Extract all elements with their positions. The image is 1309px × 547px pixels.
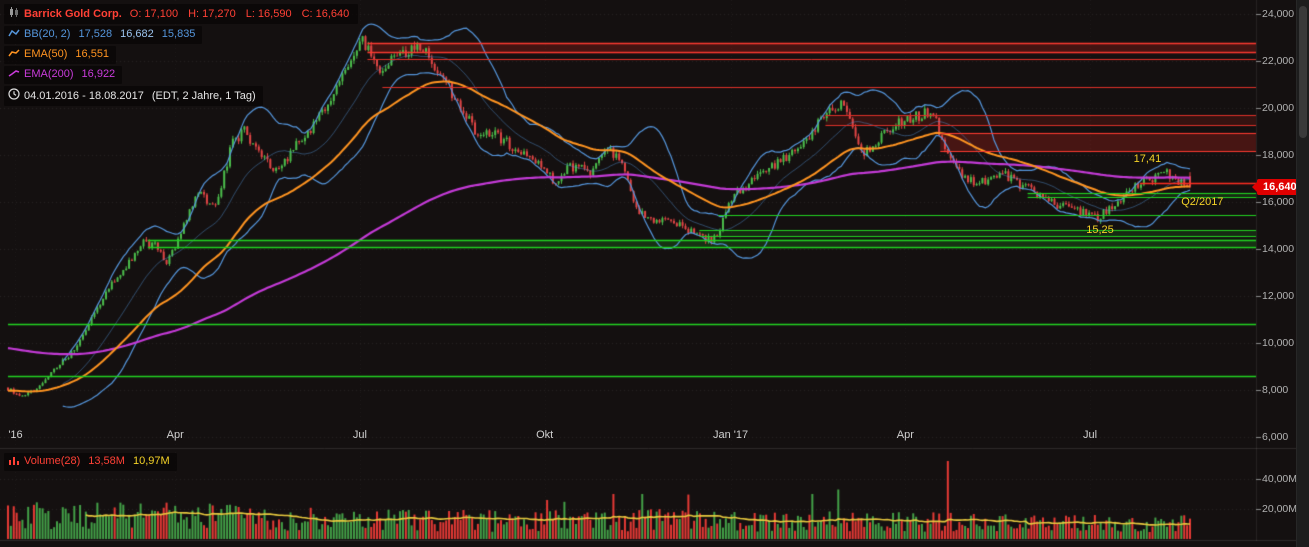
ema200-legend-row[interactable]: EMA(200) 16,922: [4, 66, 123, 84]
y-axis-label: 18,000: [1262, 149, 1295, 161]
bb-middle-value: 16,682: [120, 28, 154, 40]
volume-value: 13,58M: [88, 455, 125, 467]
y-axis-label: 20,000: [1262, 102, 1295, 114]
instrument-legend-row[interactable]: Barrick Gold Corp. O: 17,100 H: 17,270 L: 1…: [4, 4, 359, 24]
timerange-text: 04.01.2016 - 18.08.2017: [24, 90, 144, 102]
y-axis-label: 22,000: [1262, 55, 1295, 67]
volume-name: Volume(28): [24, 455, 81, 467]
instrument-name: Barrick Gold Corp.: [24, 8, 122, 20]
y-axis-label: 10,000: [1262, 337, 1295, 349]
x-axis-label: Jul: [1082, 429, 1098, 441]
volume-ma-value: 10,97M: [132, 455, 170, 467]
y-axis-label: 6,000: [1262, 431, 1289, 443]
volume-axis-label: 40,00M: [1262, 473, 1298, 485]
volume-legend: Volume(28) 13,58M 10,97M: [4, 453, 177, 473]
price-annotation[interactable]: Q2/2017: [1181, 196, 1224, 208]
ema50-legend-row[interactable]: EMA(50) 16,551: [4, 46, 117, 64]
low-value: 16,590: [257, 8, 292, 20]
volume-axis-label: 20,00M: [1262, 503, 1298, 515]
y-axis-label: 12,000: [1262, 290, 1295, 302]
clock-icon: [8, 88, 20, 104]
x-axis-label: Apr: [896, 429, 914, 441]
y-axis-label: 16,000: [1262, 196, 1295, 208]
ema200-name: EMA(200): [24, 68, 74, 80]
x-axis-label: Okt: [536, 429, 554, 441]
open-value: 17,100: [144, 8, 179, 20]
ema200-value: 16,922: [81, 68, 116, 80]
x-axis-label: Jan '17: [713, 429, 749, 441]
chart-legend: Barrick Gold Corp. O: 17,100 H: 17,270 L: 1…: [4, 4, 359, 108]
candlestick-icon: [8, 6, 20, 22]
bb-upper-value: 17,528: [78, 28, 113, 40]
open-label: O:: [129, 8, 142, 20]
bb-lower-value: 15,835: [161, 28, 196, 40]
bb-legend-row[interactable]: BB(20, 2) 17,528 16,682 15,835: [4, 26, 203, 44]
timerange-suffix: (EDT, 2 Jahre, 1 Tag): [151, 90, 256, 102]
volume-legend-row[interactable]: Volume(28) 13,58M 10,97M: [4, 453, 177, 471]
timerange-row[interactable]: 04.01.2016 - 18.08.2017 (EDT, 2 Jahre, 1…: [4, 86, 263, 106]
price-annotation[interactable]: 15,25: [1086, 223, 1114, 236]
x-axis-label: Apr: [166, 429, 184, 441]
volume-icon: [8, 455, 20, 469]
y-axis-label: 8,000: [1262, 384, 1289, 396]
bb-indicator-icon: [8, 28, 20, 42]
y-axis-label: 14,000: [1262, 243, 1295, 255]
y-axis-label: 24,000: [1262, 8, 1295, 20]
high-label: H:: [188, 8, 200, 20]
close-label: C:: [301, 8, 313, 20]
ema50-name: EMA(50): [24, 48, 68, 60]
ema200-indicator-icon: [8, 68, 20, 82]
x-axis-label: '16: [8, 429, 23, 441]
last-price-tag: 16,640: [1252, 178, 1302, 195]
low-label: L:: [245, 8, 255, 20]
scrollbar-thumb[interactable]: [1299, 6, 1307, 138]
price-annotation[interactable]: 17,41: [1133, 152, 1162, 165]
ema50-value: 16,551: [75, 48, 110, 60]
close-value: 16,640: [315, 8, 350, 20]
bb-name: BB(20, 2): [24, 28, 71, 40]
ema50-indicator-icon: [8, 48, 20, 62]
scrollbar[interactable]: [1296, 0, 1309, 547]
x-axis-label: Jul: [352, 429, 367, 441]
high-value: 17,270: [202, 8, 236, 20]
